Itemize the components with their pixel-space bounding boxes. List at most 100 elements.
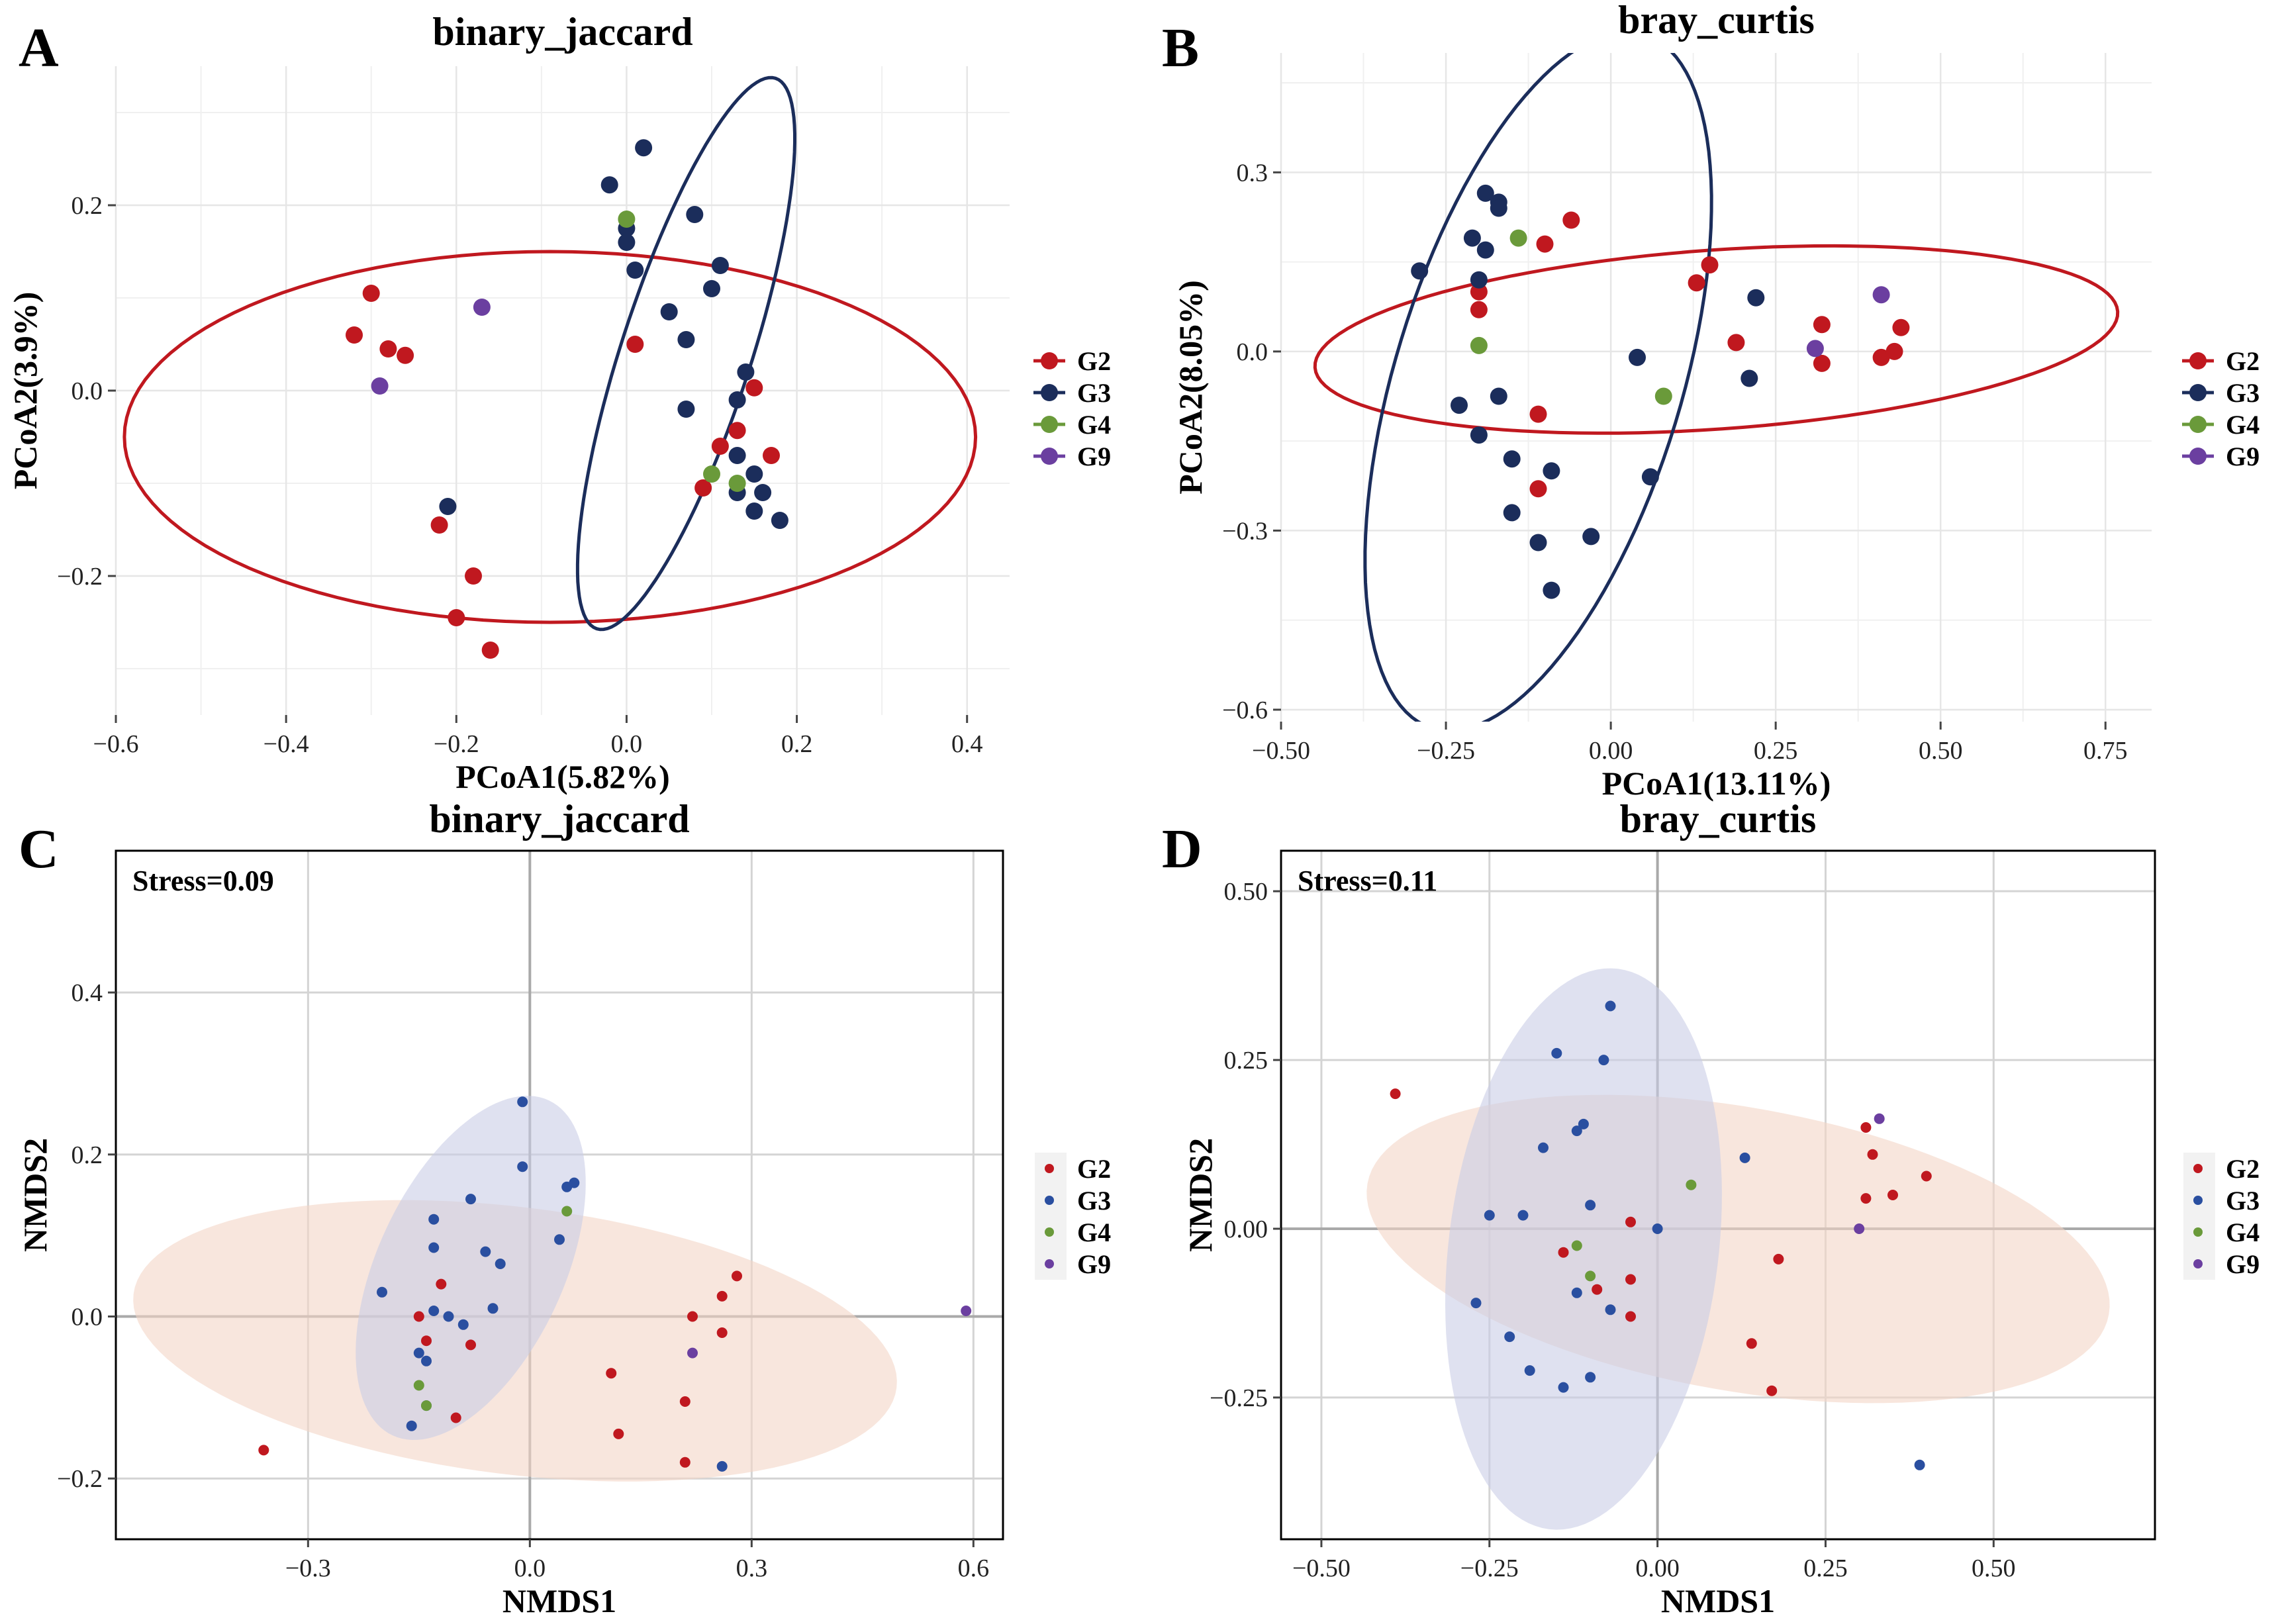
point-g2 [1558, 1247, 1569, 1258]
point-g2 [1746, 1338, 1757, 1349]
panel-letter: D [1162, 818, 1202, 880]
point-g2 [465, 1339, 476, 1351]
point-g3 [413, 1347, 424, 1359]
legend-key-marker [1045, 1227, 1054, 1237]
legend-key-marker [1041, 448, 1058, 465]
point-g2 [679, 1457, 691, 1468]
legend-label: G9 [1077, 1249, 1111, 1279]
point-g4 [421, 1400, 432, 1411]
point-g4 [1509, 229, 1527, 247]
legend-label: G2 [1077, 1154, 1111, 1184]
legend-label: G4 [2226, 410, 2260, 440]
y-tick-label: 0.3 [1237, 159, 1268, 187]
legend-key-marker [2189, 352, 2207, 369]
point-g2 [1625, 1311, 1636, 1322]
point-g2 [346, 326, 363, 344]
point-g2 [1390, 1088, 1401, 1100]
x-tick-label: −0.25 [1417, 737, 1475, 765]
data-points [1411, 184, 1910, 599]
y-axis-label: PCoA2(8.05%) [1172, 280, 1209, 495]
plot-frame [1280, 849, 2156, 1541]
legend-key-marker [1041, 384, 1058, 401]
point-g3 [487, 1303, 499, 1314]
plot-area [1281, 53, 2152, 722]
legend-label: G9 [2226, 442, 2260, 471]
point-g2 [1688, 274, 1705, 292]
point-g3 [1571, 1287, 1582, 1298]
point-g3 [686, 206, 704, 223]
x-tick-label: 0.0 [611, 730, 643, 758]
legend-key-marker [2189, 416, 2207, 433]
chart-title: binary_jaccard [432, 10, 692, 54]
point-g3 [457, 1319, 469, 1330]
point-g3 [1543, 462, 1560, 480]
point-g3 [703, 280, 720, 297]
point-g2 [1562, 211, 1580, 229]
point-g3 [377, 1286, 387, 1298]
point-g3 [1524, 1365, 1535, 1376]
confidence-ellipses [1313, 53, 2120, 722]
legend-label: G9 [1077, 442, 1111, 471]
y-tick-label: −0.25 [1210, 1384, 1268, 1412]
legend-item-g9: G9 [2183, 1248, 2260, 1280]
point-g3 [480, 1246, 491, 1257]
point-g2 [397, 346, 414, 364]
point-g9 [1806, 340, 1824, 358]
point-g2 [1470, 301, 1488, 318]
legend-key-marker [2193, 1259, 2203, 1268]
plot-frame [115, 849, 1004, 1541]
y-axis-label: NMDS2 [1182, 1138, 1219, 1252]
point-g2 [1592, 1284, 1603, 1295]
point-g2 [1860, 1122, 1872, 1133]
legend-item-g4: G4 [2183, 1216, 2260, 1248]
point-g2 [613, 1428, 624, 1439]
x-tick-label: −0.6 [93, 730, 139, 758]
y-tick-label: 0.00 [1224, 1216, 1268, 1243]
x-axis-label: NMDS1 [502, 1582, 616, 1619]
x-tick-label: 0.00 [1635, 1554, 1680, 1582]
legend-label: G2 [1077, 346, 1111, 376]
point-g3 [554, 1234, 565, 1245]
point-g2 [626, 336, 644, 353]
point-g2 [606, 1368, 617, 1379]
ellipse-g2 [1313, 244, 2120, 435]
point-g3 [771, 512, 788, 529]
point-g2 [745, 379, 763, 397]
legend-key-marker [2193, 1196, 2203, 1205]
point-g2 [258, 1445, 269, 1456]
point-g3 [1652, 1223, 1663, 1234]
panel-letter: C [19, 818, 59, 880]
point-g2 [732, 1270, 742, 1282]
panel-letter: B [1162, 17, 1199, 79]
ellipse-g3 [356, 1096, 586, 1440]
point-g3 [1605, 1304, 1616, 1315]
point-g3 [754, 484, 772, 501]
legend-key-marker [2189, 384, 2207, 401]
point-g3 [1529, 534, 1547, 551]
x-tick-label: 0.3 [736, 1554, 768, 1582]
legend-item-g3: G3 [1035, 1184, 1111, 1216]
point-g2 [1872, 348, 1890, 366]
chart-title: bray_curtis [1618, 0, 1815, 42]
y-tick-label: 0.2 [72, 192, 103, 220]
y-axis-label: NMDS2 [17, 1138, 54, 1252]
point-g4 [1654, 387, 1672, 405]
point-g2 [1529, 480, 1547, 498]
y-tick-label: −0.2 [57, 563, 103, 591]
point-g3 [1538, 1142, 1549, 1153]
point-g2 [1813, 316, 1831, 334]
point-g3 [1551, 1047, 1562, 1059]
point-g2 [430, 516, 448, 534]
point-g3 [1490, 199, 1507, 217]
legend-label: G2 [2226, 1154, 2260, 1184]
point-g3 [728, 391, 746, 408]
panel-letter: A [19, 17, 59, 79]
x-tick-label: −0.25 [1460, 1554, 1519, 1582]
legend-key-marker [2193, 1164, 2203, 1173]
point-g2 [421, 1335, 432, 1347]
point-g3 [1470, 271, 1488, 289]
legend-item-g9: G9 [1035, 1248, 1111, 1280]
point-g2 [1921, 1170, 1932, 1182]
point-g3 [660, 303, 678, 320]
